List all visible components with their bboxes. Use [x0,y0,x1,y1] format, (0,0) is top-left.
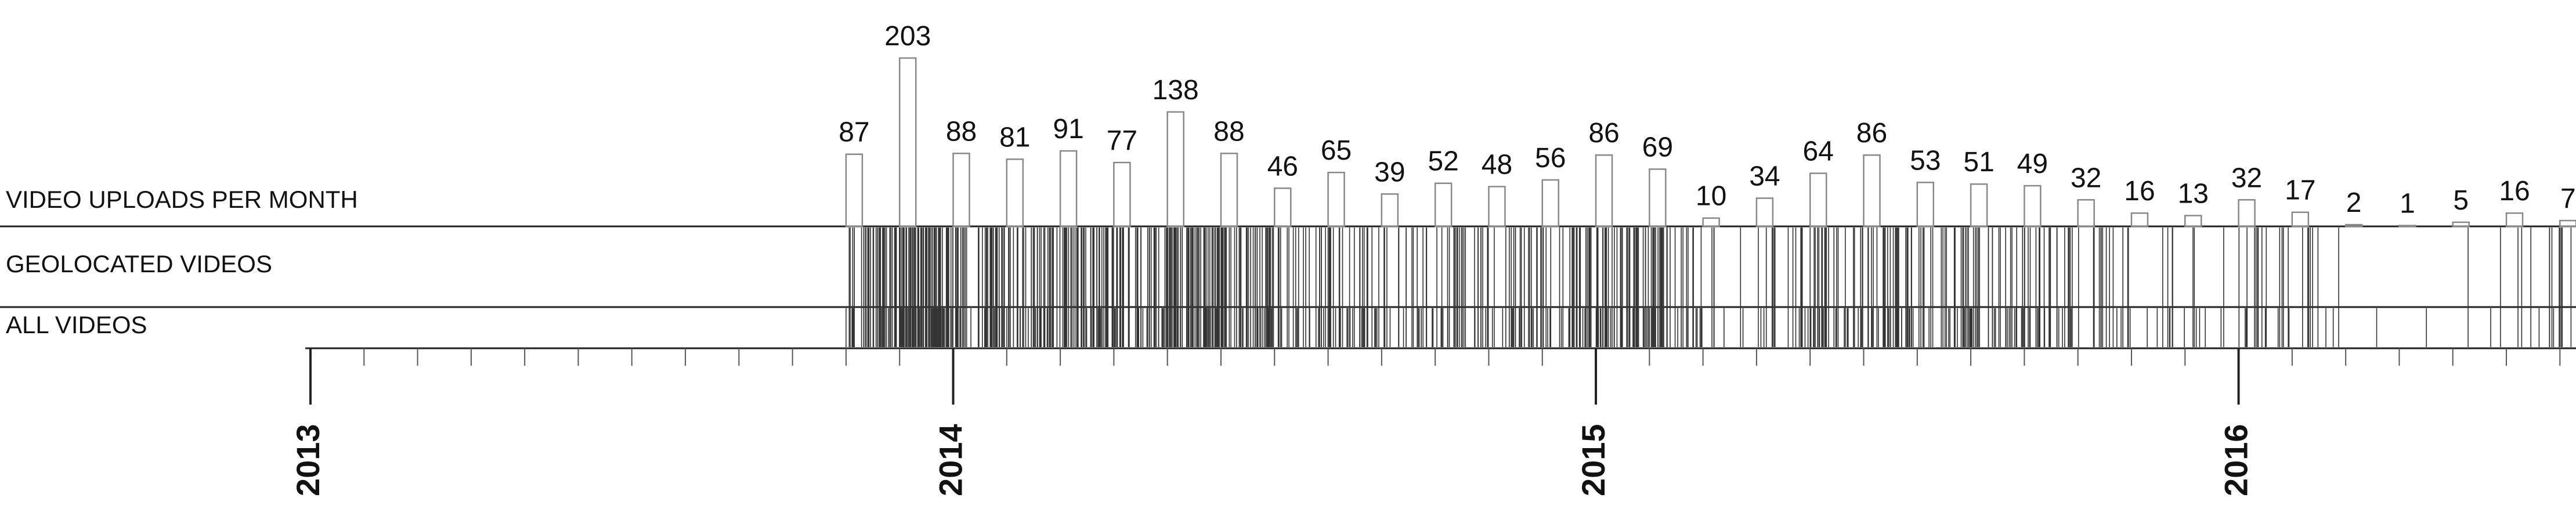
value-label: 65 [1321,135,1352,166]
value-label: 86 [1856,118,1887,149]
value-label: 56 [1535,143,1566,174]
bar [2024,185,2042,228]
value-label: 34 [1749,161,1780,192]
year-label: 2015 [1575,424,1612,496]
bar [1274,187,1292,228]
value-label: 81 [999,122,1030,153]
value-label: 16 [2499,176,2530,207]
value-label: 5 [2453,185,2469,216]
value-label: 1 [2400,189,2415,219]
bar [1113,161,1131,228]
bar [1755,197,1774,228]
bar [2238,199,2256,228]
row-label: GEOLOCATED VIDEOS [6,250,272,277]
value-label: 39 [1374,157,1405,187]
value-label: 32 [2071,163,2101,193]
bar [1970,183,1988,228]
bar [845,153,864,228]
value-label: 46 [1267,151,1298,182]
value-label: 51 [1963,147,1994,178]
bar [1434,182,1453,228]
value-label: 49 [2017,149,2048,179]
bar [2344,223,2363,228]
bar [2505,212,2524,228]
value-label: 52 [1428,146,1458,177]
value-label: 13 [2178,178,2209,209]
value-label: 2 [2346,187,2362,218]
value-label: 69 [1642,132,1673,163]
bar [1649,168,1667,228]
bar [2559,219,2576,228]
bar [1809,172,1827,228]
bar [1059,150,1078,228]
value-label: 64 [1803,136,1834,167]
bar [952,153,970,228]
value-label: 88 [1213,116,1244,147]
bar [2130,212,2149,228]
year-label: 2013 [290,424,326,496]
value-label: 203 [884,21,931,52]
row-label: ALL VIDEOS [6,311,147,338]
bar [1220,153,1238,228]
bar [2452,221,2470,228]
value-label: 87 [839,117,869,148]
bar [898,57,917,228]
bar [1381,193,1399,228]
value-label: 32 [2231,163,2262,193]
bar [1916,182,1935,228]
value-label: 48 [1482,149,1512,180]
value-label: 77 [1107,125,1137,156]
value-label: 88 [946,116,977,147]
value-label: 138 [1152,75,1199,106]
bar [2291,211,2310,228]
bar [1595,154,1613,228]
bar [1702,217,1720,228]
year-label: 2016 [2217,424,2254,496]
value-label: 17 [2285,175,2315,206]
bar [1863,154,1881,228]
bar [1541,179,1559,228]
value-label: 10 [1696,181,1726,212]
bar [2077,199,2095,228]
value-label: 16 [2124,176,2155,207]
value-label: 53 [1910,145,1941,176]
value-label: 7 [2560,183,2576,214]
bar [1006,158,1024,228]
bar [1166,111,1184,228]
bar [2184,215,2202,228]
year-label: 2014 [932,424,969,496]
row-label: VIDEO UPLOADS PER MONTH [6,186,358,213]
value-label: 86 [1588,118,1619,149]
bar [1488,186,1506,228]
bar [1327,171,1345,228]
value-label: 91 [1053,114,1083,145]
